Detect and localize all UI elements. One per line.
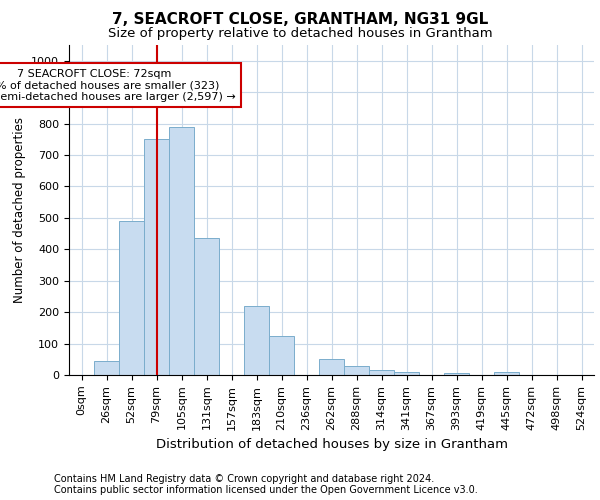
Bar <box>344 366 369 375</box>
Bar <box>444 374 469 375</box>
Bar <box>94 361 119 375</box>
Y-axis label: Number of detached properties: Number of detached properties <box>13 117 26 303</box>
Bar <box>369 370 394 375</box>
Bar <box>169 126 194 375</box>
Bar <box>494 372 519 375</box>
Bar <box>319 360 344 375</box>
Bar <box>269 336 294 375</box>
Text: Size of property relative to detached houses in Grantham: Size of property relative to detached ho… <box>107 28 493 40</box>
Text: Contains public sector information licensed under the Open Government Licence v3: Contains public sector information licen… <box>54 485 478 495</box>
Bar <box>394 372 419 375</box>
Text: Contains HM Land Registry data © Crown copyright and database right 2024.: Contains HM Land Registry data © Crown c… <box>54 474 434 484</box>
Text: 7, SEACROFT CLOSE, GRANTHAM, NG31 9GL: 7, SEACROFT CLOSE, GRANTHAM, NG31 9GL <box>112 12 488 28</box>
Bar <box>244 306 269 375</box>
Text: 7 SEACROFT CLOSE: 72sqm
← 11% of detached houses are smaller (323)
88% of semi-d: 7 SEACROFT CLOSE: 72sqm ← 11% of detache… <box>0 68 236 102</box>
Bar <box>144 140 169 375</box>
Bar <box>194 238 219 375</box>
X-axis label: Distribution of detached houses by size in Grantham: Distribution of detached houses by size … <box>155 438 508 451</box>
Bar <box>119 221 144 375</box>
